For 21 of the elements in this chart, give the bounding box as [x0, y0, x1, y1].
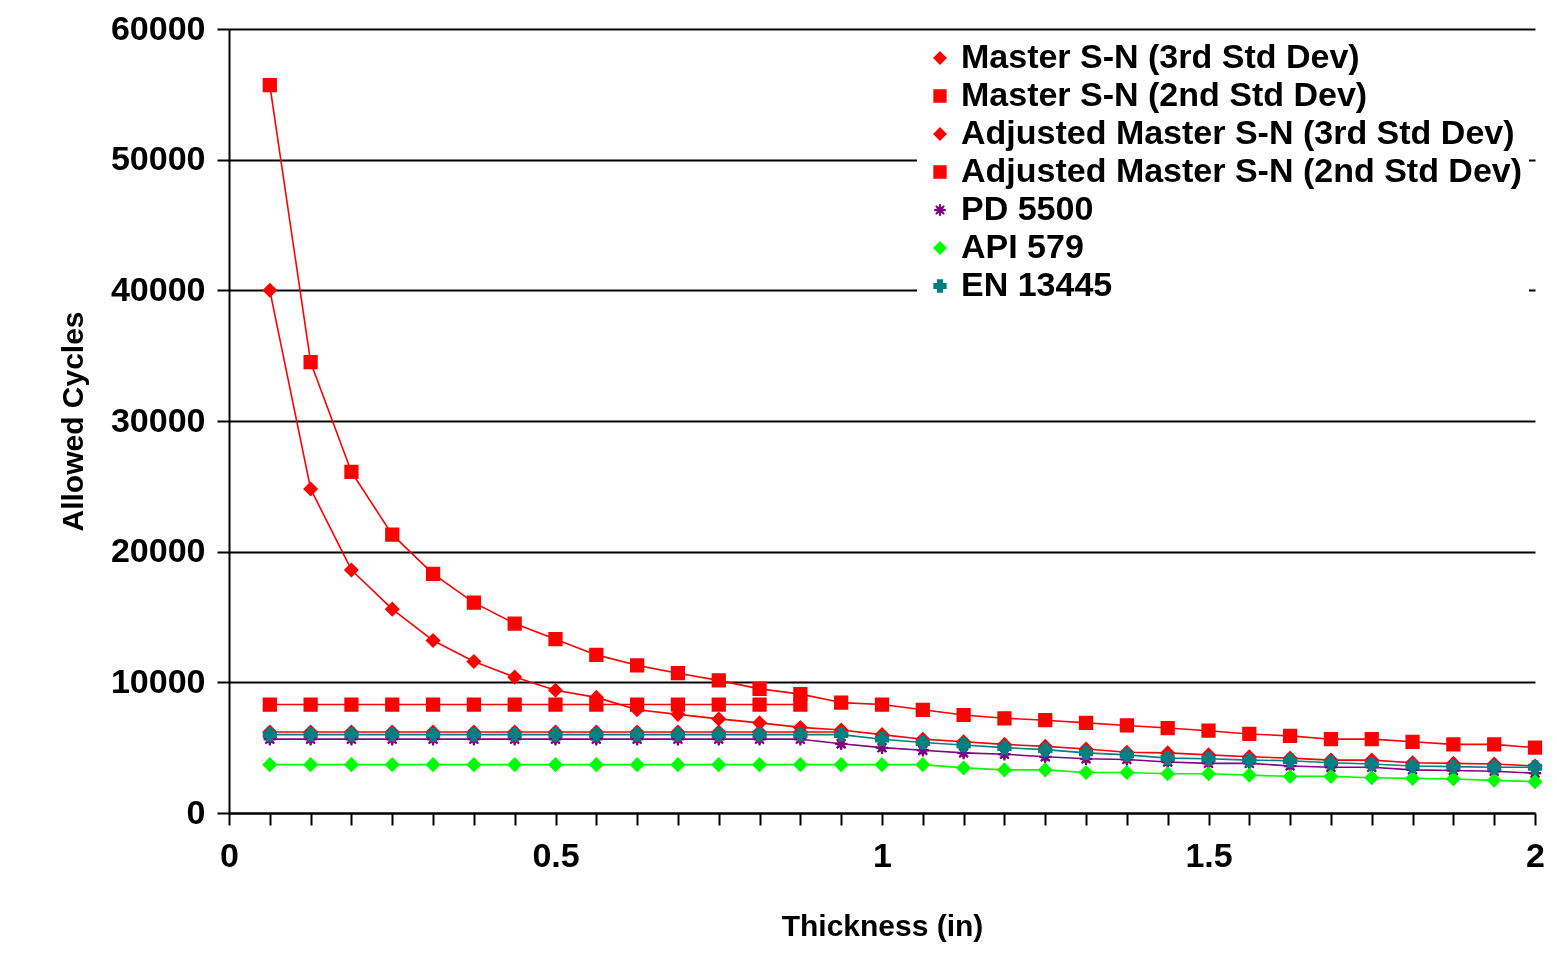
y-axis-title: Allowed Cycles	[55, 311, 89, 532]
y-tick-label: 0	[186, 792, 206, 831]
legend-label: Master S-N (3rd Std Dev)	[961, 37, 1360, 75]
y-tick-label: 50000	[110, 139, 206, 178]
y-tick-label: 10000	[110, 661, 206, 700]
legend-label: PD 5500	[961, 189, 1094, 227]
x-tick-label: 1.5	[1185, 835, 1233, 874]
x-tick-label: 1	[873, 835, 892, 874]
y-tick-label: 20000	[110, 531, 206, 570]
y-tick-label: 60000	[110, 8, 206, 47]
legend-label: EN 13445	[961, 265, 1113, 303]
legend-label: Master S-N (2nd Std Dev)	[961, 75, 1368, 113]
legend-label: Adjusted Master S-N (2nd Std Dev)	[961, 151, 1523, 189]
x-tick-label: 0.5	[532, 835, 580, 874]
legend-label: API 579	[961, 227, 1084, 265]
x-axis-title: Thickness (in)	[781, 908, 984, 942]
y-tick-label: 30000	[110, 400, 206, 439]
legend-label: Adjusted Master S-N (3rd Std Dev)	[961, 113, 1515, 151]
y-tick-label: 40000	[110, 269, 206, 308]
x-tick-label: 0	[220, 835, 239, 874]
x-tick-label: 2	[1526, 835, 1545, 874]
